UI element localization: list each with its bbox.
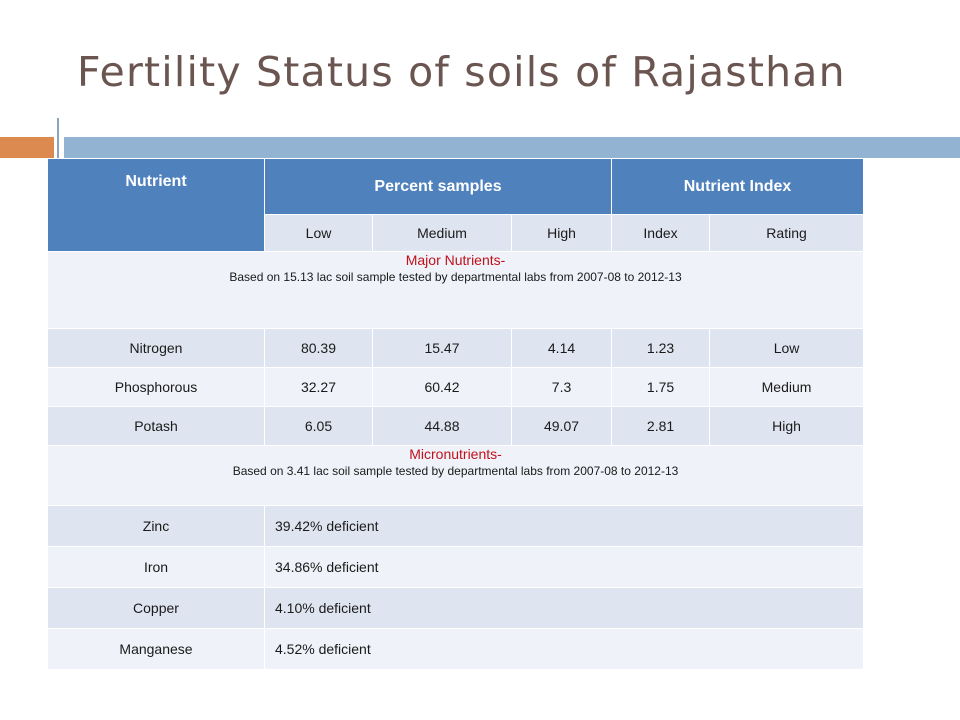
cell-low: 80.39 (264, 328, 373, 368)
header-nutrient-index: Nutrient Index (611, 158, 865, 215)
subheader-rating: Rating (709, 214, 865, 252)
header-nutrient: Nutrient (47, 158, 265, 252)
section-title: Micronutrients- (409, 446, 502, 462)
table-row: Zinc 39.42% deficient (47, 505, 865, 547)
cell-low: 6.05 (264, 406, 373, 446)
section-note: Based on 15.13 lac soil sample tested by… (229, 270, 682, 284)
section-note: Based on 3.41 lac soil sample tested by … (232, 464, 679, 478)
cell-index: 2.81 (611, 406, 711, 446)
table-row: Iron 34.86% deficient (47, 546, 865, 588)
page-title: Fertility Status of soils of Rajasthan (77, 48, 846, 96)
subheader-index: Index (611, 214, 711, 252)
subheader-high: High (510, 214, 613, 252)
cell-nutrient: Potash (47, 406, 265, 446)
cell-rating: Low (709, 328, 865, 368)
cell-medium: 15.47 (372, 328, 512, 368)
cell-deficiency: 4.10% deficient (263, 587, 865, 629)
cell-rating: High (709, 406, 865, 446)
table-row: Potash 6.05 44.88 49.07 2.81 High (47, 406, 865, 446)
cell-nutrient: Copper (47, 587, 265, 629)
header-percent-samples: Percent samples (263, 158, 613, 215)
cell-nutrient: Nitrogen (47, 328, 265, 368)
table-row: Manganese 4.52% deficient (47, 628, 865, 670)
subheader-medium: Medium (372, 214, 512, 252)
accent-divider (57, 118, 59, 158)
table-row: Phosphorous 32.27 60.42 7.3 1.75 Medium (47, 367, 865, 407)
cell-index: 1.23 (611, 328, 711, 368)
table-row: Nitrogen 80.39 15.47 4.14 1.23 Low (47, 328, 865, 368)
cell-medium: 60.42 (372, 367, 512, 407)
table-row: Copper 4.10% deficient (47, 587, 865, 629)
cell-nutrient: Zinc (47, 505, 265, 547)
cell-high: 49.07 (510, 406, 613, 446)
cell-high: 4.14 (510, 328, 613, 368)
cell-deficiency: 4.52% deficient (263, 628, 865, 670)
accent-bar-orange (0, 137, 54, 158)
cell-low: 32.27 (264, 367, 373, 407)
accent-bar-blue (64, 137, 960, 158)
section-micronutrients: Micronutrients- Based on 3.41 lac soil s… (46, 445, 865, 506)
subheader-low: Low (264, 214, 373, 252)
cell-nutrient: Iron (47, 546, 265, 588)
cell-deficiency: 39.42% deficient (263, 505, 865, 547)
cell-high: 7.3 (510, 367, 613, 407)
cell-rating: Medium (709, 367, 865, 407)
section-title: Major Nutrients- (405, 252, 506, 268)
cell-nutrient: Manganese (47, 628, 265, 670)
cell-index: 1.75 (611, 367, 711, 407)
fertility-table: Nutrient Percent samples Nutrient Index … (46, 158, 865, 670)
cell-medium: 44.88 (372, 406, 512, 446)
section-major-nutrients: Major Nutrients- Based on 15.13 lac soil… (46, 251, 865, 329)
cell-deficiency: 34.86% deficient (263, 546, 865, 588)
cell-nutrient: Phosphorous (47, 367, 265, 407)
